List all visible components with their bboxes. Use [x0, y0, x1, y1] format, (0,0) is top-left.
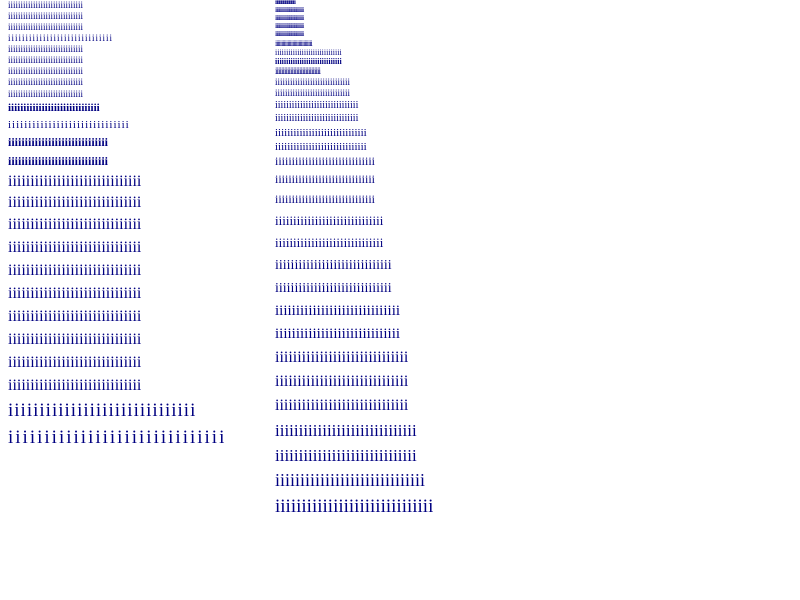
- text-line: iiiiiiiiiiiiiiiiiiiiiiiiiiiiii: [275, 470, 426, 490]
- text-line: iiiiiiiiiiiiiiiiiiiiiiiiiiiiii: [8, 400, 197, 421]
- text-line: iiiiiiiiiiiiiiiiiiiiiiiiiiiiii: [8, 285, 142, 302]
- text-line: iiiiiiiiiiiiiiiiiiiiiiiiiiiiii: [275, 66, 321, 76]
- right-text-column: iiiiiiiiiiiiiiiiiiiiiiiiiiiiii iiiiiiiii…: [275, 0, 433, 520]
- text-line: iiiiiiiiiiiiiiiiiiiiiiiiiiiiii: [275, 48, 342, 57]
- text-line: iiiiiiiiiiiiiiiiiiiiiiiiiiiiii: [8, 11, 84, 21]
- text-line: iiiiiiiiiiiiiiiiiiiiiiiiiiiiii: [275, 373, 409, 390]
- text-line: iiiiiiiiiiiiiiiiiiiiiiiiiiiiii: [8, 135, 109, 149]
- left-text-column: iiiiiiiiiiiiiiiiiiiiiiiiiiiiii iiiiiiiii…: [8, 0, 226, 451]
- text-line: iiiiiiiiiiiiiiiiiiiiiiiiiiiiii: [275, 213, 384, 228]
- text-line: iiiiiiiiiiiiiiiiiiiiiiiiiiiiii: [8, 216, 142, 233]
- text-line: iiiiiiiiiiiiiiiiiiiiiiiiiiiiii: [275, 7, 304, 14]
- text-line: iiiiiiiiiiiiiiiiiiiiiiiiiiiiii: [275, 258, 392, 273]
- text-line: iiiiiiiiiiiiiiiiiiiiiiiiiiiiii: [275, 172, 376, 186]
- text-line: iiiiiiiiiiiiiiiiiiiiiiiiiiiiii: [275, 14, 304, 22]
- text-line: iiiiiiiiiiiiiiiiiiiiiiiiiiiiii: [8, 194, 142, 211]
- text-line: iiiiiiiiiiiiiiiiiiiiiiiiiiiiii: [275, 127, 367, 139]
- text-line: iiiiiiiiiiiiiiiiiiiiiiiiiiiiii: [8, 77, 84, 87]
- text-line: iiiiiiiiiiiiiiiiiiiiiiiiiiiiii: [275, 57, 342, 66]
- text-line: iiiiiiiiiiiiiiiiiiiiiiiiiiiiii: [8, 0, 84, 10]
- text-line: iiiiiiiiiiiiiiiiiiiiiiiiiiiiii: [8, 33, 114, 43]
- text-line: iiiiiiiiiiiiiiiiiiiiiiiiiiiiii: [8, 173, 142, 190]
- text-line: iiiiiiiiiiiiiiiiiiiiiiiiiiiiii: [275, 303, 401, 319]
- text-line: iiiiiiiiiiiiiiiiiiiiiiiiiiiiii: [8, 89, 84, 99]
- text-line: iiiiiiiiiiiiiiiiiiiiiiiiiiiiii: [275, 281, 392, 296]
- text-line: iiiiiiiiiiiiiiiiiiiiiiiiiiiiii: [8, 308, 142, 325]
- text-line: iiiiiiiiiiiiiiiiiiiiiiiiiiiiii: [275, 77, 351, 87]
- text-line: iiiiiiiiiiiiiiiiiiiiiiiiiiiiii: [8, 377, 142, 394]
- text-line: iiiiiiiiiiiiiiiiiiiiiiiiiiiiii: [8, 154, 109, 168]
- text-line: iiiiiiiiiiiiiiiiiiiiiiiiiiiiii: [275, 30, 304, 38]
- text-line: iiiiiiiiiiiiiiiiiiiiiiiiiiiiii: [8, 262, 142, 279]
- text-line: iiiiiiiiiiiiiiiiiiiiiiiiiiiiii: [8, 239, 142, 256]
- text-line: iiiiiiiiiiiiiiiiiiiiiiiiiiiiii: [8, 55, 84, 65]
- text-line: iiiiiiiiiiiiiiiiiiiiiiiiiiiiii: [8, 66, 84, 76]
- text-line: iiiiiiiiiiiiiiiiiiiiiiiiiiiiii: [275, 349, 409, 366]
- text-line: iiiiiiiiiiiiiiiiiiiiiiiiiiiiii: [275, 39, 313, 48]
- text-line: iiiiiiiiiiiiiiiiiiiiiiiiiiiiii: [275, 326, 401, 342]
- text-line: iiiiiiiiiiiiiiiiiiiiiiiiiiiiii: [275, 100, 359, 111]
- text-line: iiiiiiiiiiiiiiiiiiiiiiiiiiiiii: [275, 141, 367, 153]
- text-line: iiiiiiiiiiiiiiiiiiiiiiiiiiiiii: [8, 44, 84, 54]
- text-line: iiiiiiiiiiiiiiiiiiiiiiiiiiiiii: [8, 427, 227, 448]
- text-line: iiiiiiiiiiiiiiiiiiiiiiiiiiiiii: [8, 22, 84, 32]
- text-line: iiiiiiiiiiiiiiiiiiiiiiiiiiiiii: [275, 421, 417, 440]
- text-line: iiiiiiiiiiiiiiiiiiiiiiiiiiiiii: [8, 354, 142, 371]
- text-line: iiiiiiiiiiiiiiiiiiiiiiiiiiiiii: [275, 88, 351, 98]
- text-line: iiiiiiiiiiiiiiiiiiiiiiiiiiiiii: [275, 192, 376, 206]
- text-line: iiiiiiiiiiiiiiiiiiiiiiiiiiiiii: [8, 119, 130, 131]
- text-line: iiiiiiiiiiiiiiiiiiiiiiiiiiiiii: [8, 331, 142, 348]
- text-line: iiiiiiiiiiiiiiiiiiiiiiiiiiiiii: [275, 397, 409, 414]
- text-line: iiiiiiiiiiiiiiiiiiiiiiiiiiiiii: [275, 22, 304, 30]
- text-line: iiiiiiiiiiiiiiiiiiiiiiiiiiiiii: [275, 154, 376, 168]
- text-line: iiiiiiiiiiiiiiiiiiiiiiiiiiiiii: [275, 496, 434, 517]
- text-line: iiiiiiiiiiiiiiiiiiiiiiiiiiiiii: [275, 235, 384, 250]
- text-line: iiiiiiiiiiiiiiiiiiiiiiiiiiiiii: [275, 0, 296, 6]
- text-line: iiiiiiiiiiiiiiiiiiiiiiiiiiiiii: [275, 113, 359, 124]
- text-line: iiiiiiiiiiiiiiiiiiiiiiiiiiiiii: [275, 446, 417, 465]
- text-line: iiiiiiiiiiiiiiiiiiiiiiiiiiiiii: [8, 102, 100, 114]
